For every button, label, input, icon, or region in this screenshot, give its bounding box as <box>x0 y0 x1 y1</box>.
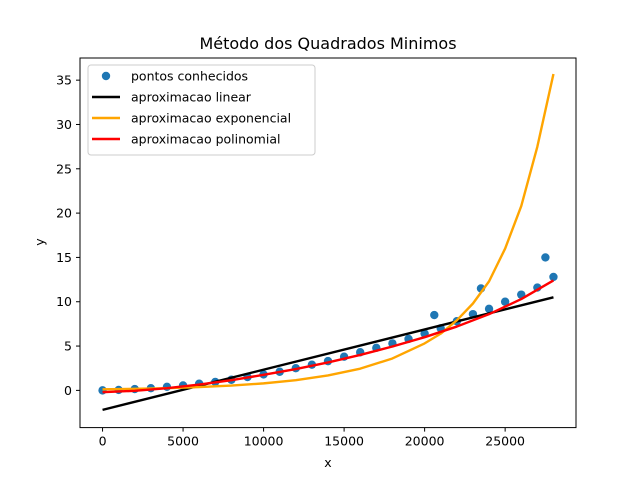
plot-frame <box>79 57 577 429</box>
y-axis-ticks: 0 5 10 15 20 25 30 35 <box>56 73 80 398</box>
y-tick-label: 30 <box>56 117 72 132</box>
series-line <box>102 296 554 412</box>
x-tick-label: 5000 <box>167 434 199 449</box>
legend: pontos conhecidos aproximacao linear aprox… <box>87 64 316 156</box>
y-tick-label: 35 <box>56 73 72 88</box>
x-tick-label: 0 <box>99 434 107 449</box>
chart-title: Método dos Quadrados Minimos <box>199 34 456 53</box>
y-tick-label: 10 <box>56 294 72 309</box>
legend-box <box>87 64 316 156</box>
scatter-point <box>484 304 494 314</box>
x-tick-label: 20000 <box>405 434 445 449</box>
y-tick-label: 0 <box>64 383 72 398</box>
x-tick-label: 15000 <box>324 434 364 449</box>
scatter-point <box>500 297 510 306</box>
legend-label: aproximacao linear <box>131 90 252 105</box>
scatter-point <box>549 272 558 282</box>
plot-marks <box>98 73 558 412</box>
y-tick-label: 5 <box>64 339 72 354</box>
series-line <box>102 279 555 394</box>
y-axis-label: y <box>32 238 47 246</box>
legend-label: aproximacao exponencial <box>131 111 291 126</box>
scatter-point <box>541 253 550 262</box>
scatter-point <box>430 310 439 320</box>
legend-label: pontos conhecidos <box>131 69 248 84</box>
series-line <box>102 73 555 391</box>
x-tick-label: 25000 <box>485 434 525 449</box>
legend-label: aproximacao polinomial <box>131 132 280 147</box>
x-axis-label: x <box>324 455 331 470</box>
legend-marker <box>101 71 111 81</box>
y-tick-label: 25 <box>56 161 72 176</box>
y-tick-label: 15 <box>56 250 72 265</box>
scatter-series <box>98 253 558 395</box>
x-axis-ticks: 0 5000 10000 15000 20000 25000 <box>99 427 525 449</box>
y-tick-label: 20 <box>56 206 72 221</box>
x-tick-label: 10000 <box>244 434 284 449</box>
